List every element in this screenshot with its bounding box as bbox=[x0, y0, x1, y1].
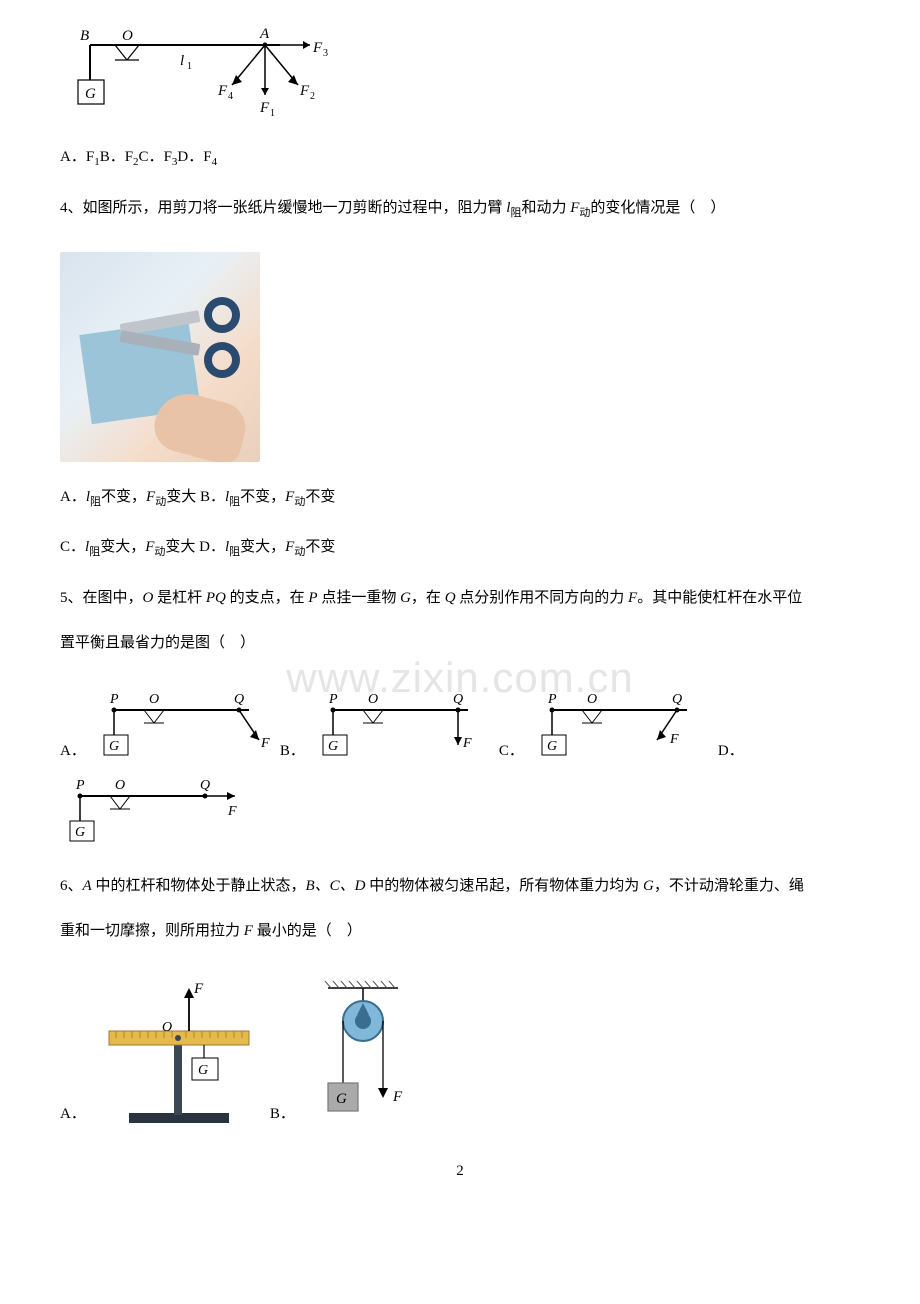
opt-d: D． bbox=[177, 149, 203, 165]
svg-text:O: O bbox=[122, 28, 133, 44]
svg-text:F: F bbox=[260, 736, 270, 751]
q5-options: A． G P O Q F B． G P O Q F C． bbox=[60, 685, 860, 851]
svg-text:F: F bbox=[312, 40, 323, 56]
svg-text:F: F bbox=[259, 100, 270, 116]
svg-text:A: A bbox=[259, 26, 270, 42]
q4-opts-ab: A．l阻不变，F动变大 B．l阻不变，F动不变 bbox=[60, 484, 860, 513]
opt-b: B． bbox=[100, 149, 125, 165]
svg-text:Q: Q bbox=[234, 692, 244, 707]
svg-text:Q: Q bbox=[453, 692, 463, 707]
svg-text:O: O bbox=[368, 692, 378, 707]
q6-diagram-a: F O G bbox=[94, 973, 264, 1128]
svg-text:F: F bbox=[217, 83, 228, 99]
q4-opts-cd: C．l阻变大，F动变大 D．l阻变大，F动不变 bbox=[60, 534, 860, 563]
svg-text:O: O bbox=[162, 1020, 172, 1035]
svg-text:1: 1 bbox=[187, 61, 192, 72]
svg-text:G: G bbox=[328, 739, 338, 754]
svg-text:P: P bbox=[328, 692, 338, 707]
q5-diagram-a: G P O Q F bbox=[94, 685, 274, 765]
page-number: 2 bbox=[60, 1158, 860, 1185]
q3-diagram: G B O A l 1 F 3 F 2 F 1 F 4 bbox=[60, 20, 860, 130]
svg-text:Q: Q bbox=[672, 692, 682, 707]
svg-text:O: O bbox=[115, 778, 125, 793]
svg-text:F: F bbox=[669, 732, 679, 747]
svg-text:P: P bbox=[547, 692, 557, 707]
q6-text: 6、A 中的杠杆和物体处于静止状态，B、C、D 中的物体被匀速吊起，所有物体重力… bbox=[60, 873, 860, 945]
q5-diagram-d: G P O Q F bbox=[60, 771, 240, 851]
q6-diagram-b: G F bbox=[303, 973, 433, 1128]
q5-text: 5、在图中，O 是杠杆 PQ 的支点，在 P 点挂一重物 G，在 Q 点分别作用… bbox=[60, 585, 860, 657]
svg-text:G: G bbox=[109, 739, 119, 754]
svg-text:G: G bbox=[198, 1063, 208, 1078]
svg-text:F: F bbox=[193, 981, 204, 997]
svg-text:F: F bbox=[462, 736, 472, 751]
q4-photo bbox=[60, 252, 260, 462]
q5-diagram-c: G P O Q F bbox=[532, 685, 712, 765]
svg-text:G: G bbox=[547, 739, 557, 754]
svg-text:F: F bbox=[299, 83, 310, 99]
svg-text:Q: Q bbox=[200, 778, 210, 793]
svg-text:1: 1 bbox=[270, 108, 275, 119]
q5-diagram-b: G P O Q F bbox=[313, 685, 493, 765]
svg-text:G: G bbox=[336, 1091, 347, 1107]
svg-text:4: 4 bbox=[228, 91, 233, 102]
svg-text:3: 3 bbox=[323, 48, 328, 59]
svg-text:l: l bbox=[180, 53, 184, 69]
opt-c: C． bbox=[139, 149, 164, 165]
q4-text: 4、如图所示，用剪刀将一张纸片缓慢地一刀剪断的过程中，阻力臂 l阻和动力 F动的… bbox=[60, 195, 860, 224]
svg-text:G: G bbox=[75, 825, 85, 840]
svg-text:P: P bbox=[109, 692, 119, 707]
q3-answers: A．F1B．F2C．F3D．F4 bbox=[60, 144, 860, 173]
opt-a: A． bbox=[60, 149, 86, 165]
svg-text:F: F bbox=[227, 804, 237, 819]
svg-text:O: O bbox=[587, 692, 597, 707]
svg-text:O: O bbox=[149, 692, 159, 707]
svg-text:F: F bbox=[392, 1089, 403, 1105]
svg-text:B: B bbox=[80, 28, 89, 44]
q6-options: A． F O G B． bbox=[60, 973, 860, 1128]
svg-text:2: 2 bbox=[310, 91, 315, 102]
g-label: G bbox=[85, 86, 96, 102]
svg-text:P: P bbox=[75, 778, 85, 793]
